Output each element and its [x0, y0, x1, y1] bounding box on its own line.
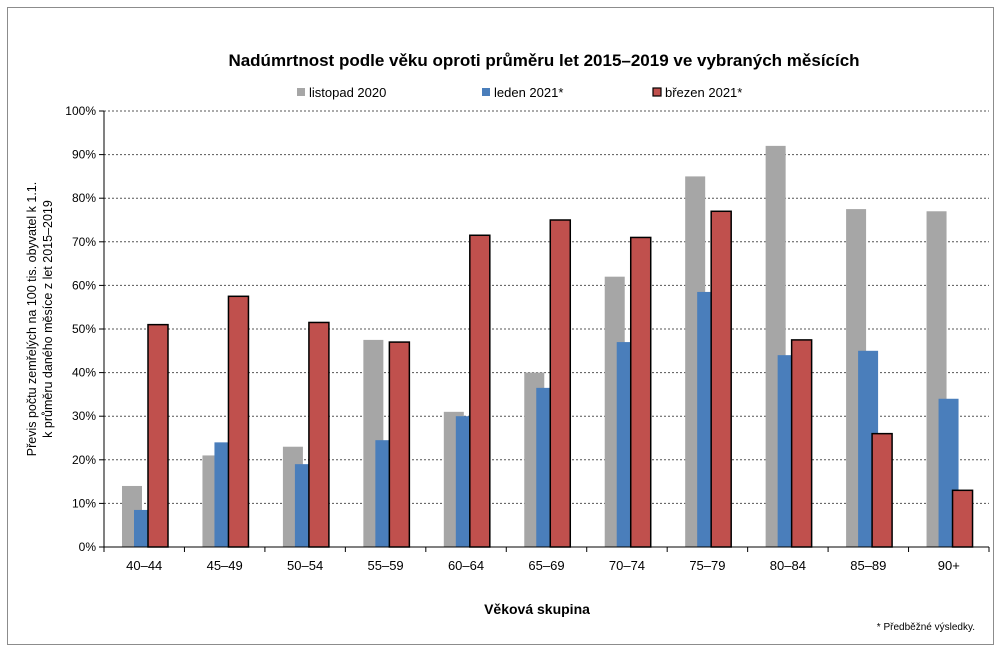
x-tick-label: 75–79 — [689, 558, 725, 573]
bar-brezen-2021 — [629, 236, 652, 548]
x-tick-label: 70–74 — [609, 558, 645, 573]
x-tick-label: 40–44 — [126, 558, 162, 573]
x-axis: 40–44 45–49 50–54 55–59 60–64 65–69 70–74 75–79… — [103, 546, 990, 573]
y-tick-label: 20% — [72, 453, 96, 467]
bar-brezen-2021 — [871, 432, 893, 548]
bar-brezen-2021 — [710, 210, 732, 548]
legend-swatch — [297, 88, 305, 96]
legend-swatch — [482, 88, 490, 96]
x-tick-label: 55–59 — [368, 558, 404, 573]
bar-brezen-2021 — [388, 341, 411, 548]
chart-title: Nadúmrtnost podle věku oproti průměru le… — [228, 51, 859, 70]
y-tick-label: 90% — [72, 148, 96, 162]
legend-label: březen 2021* — [665, 85, 742, 100]
y-axis-title-line: k průměru daného měsíce z let 2015–2019 — [41, 200, 55, 438]
legend-label: leden 2021* — [494, 85, 563, 100]
y-tick-label: 30% — [72, 409, 96, 423]
x-tick-label: 90+ — [938, 558, 960, 573]
x-tick-label: 80–84 — [770, 558, 806, 573]
bar-brezen-2021 — [147, 323, 169, 548]
x-tick-label: 45–49 — [207, 558, 243, 573]
chart-frame: Nadúmrtnost podle věku oproti průměru le… — [7, 7, 994, 645]
bar-brezen-2021 — [227, 295, 250, 548]
y-tick-label: 80% — [72, 191, 96, 205]
legend-label: listopad 2020 — [309, 85, 386, 100]
y-axis-label: Převis počtu zemřelých na 100 tis. obyva… — [25, 182, 55, 456]
bar-brezen-2021 — [790, 339, 813, 548]
y-tick-label: 100% — [65, 104, 96, 118]
chart: Nadúmrtnost podle věku oproti průměru le… — [25, 51, 990, 633]
y-tick-label: 0% — [79, 540, 97, 554]
bar-brezen-2021 — [549, 219, 572, 548]
x-tick-label: 85–89 — [850, 558, 886, 573]
chart-legend: listopad 2020 leden 2021* březen 2021* — [297, 85, 742, 100]
x-axis-title: Věková skupina — [484, 601, 590, 617]
chart-footnote: * Předběžné výsledky. — [877, 622, 975, 633]
y-tick-label: 70% — [72, 235, 96, 249]
chart-bars — [122, 145, 974, 548]
y-tick-label: 50% — [72, 322, 96, 336]
bar-brezen-2021 — [308, 321, 330, 548]
x-tick-label: 65–69 — [528, 558, 564, 573]
bar-brezen-2021 — [469, 234, 491, 548]
bar-brezen-2021 — [951, 489, 974, 548]
y-tick-label: 10% — [72, 496, 96, 510]
chart-gridlines — [104, 110, 989, 504]
y-axis-title-line: Převis počtu zemřelých na 100 tis. obyva… — [25, 182, 39, 456]
y-tick-label: 40% — [72, 366, 96, 380]
y-tick-label: 60% — [72, 278, 96, 292]
legend-swatch — [652, 87, 662, 97]
x-tick-label: 60–64 — [448, 558, 484, 573]
x-tick-label: 50–54 — [287, 558, 323, 573]
y-axis: 0% 10% 20% 30% 40% 50% 60% 70% 80% 90% 100% — [65, 104, 105, 554]
